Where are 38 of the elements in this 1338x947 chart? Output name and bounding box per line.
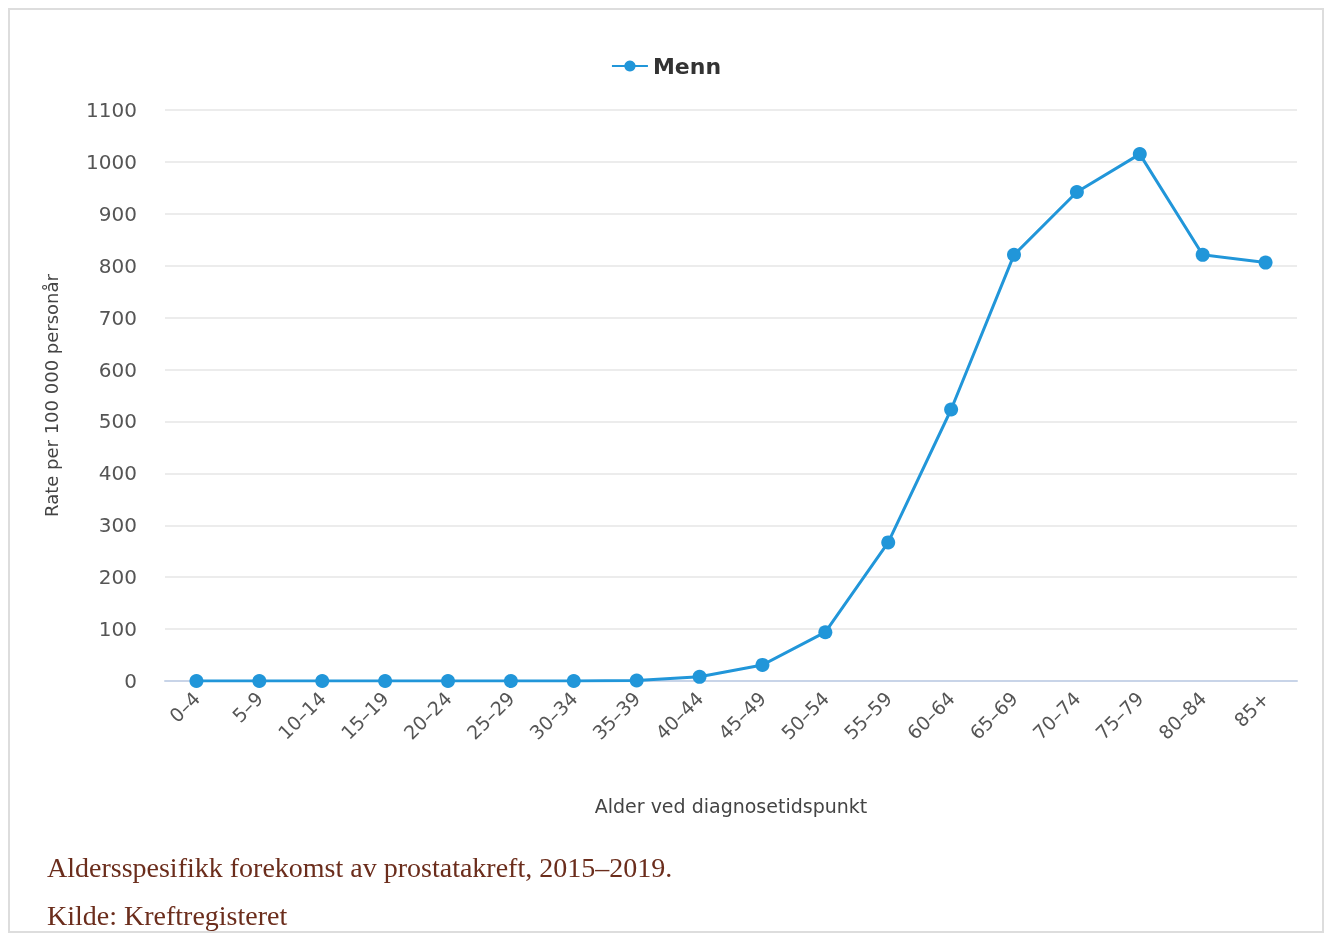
text: Kilde: Kreftregisteret [47, 899, 288, 931]
point [755, 657, 770, 672]
point [1132, 147, 1147, 162]
point [629, 673, 644, 688]
point [252, 674, 267, 688]
point [378, 674, 393, 688]
point [189, 674, 204, 688]
point [1069, 185, 1084, 200]
x-tick-label: 5–9 [227, 687, 268, 727]
point [944, 402, 959, 417]
y-tick-label: 500 [98, 409, 137, 434]
y-tick-label: 600 [98, 357, 137, 382]
y-tick-label: 100 [98, 617, 137, 642]
point [692, 669, 707, 684]
y-axis-title: Rate per 100 000 personår [40, 273, 62, 517]
y-tick-label: 200 [98, 565, 137, 590]
x-tick-label: 85+ [1229, 687, 1274, 732]
x-axis-title: Alder ved diagnosetidspunkt [594, 794, 868, 817]
y-tick-label: 300 [98, 513, 137, 538]
legend-label: Menn [652, 53, 722, 79]
text: Aldersspesifikk forekomst av prostatakreft, 2015–2019. [47, 851, 673, 883]
point [881, 535, 896, 550]
y-tick-label: 1000 [86, 149, 137, 174]
y-tick-label: 900 [98, 201, 137, 226]
point [818, 625, 833, 640]
point [1007, 247, 1021, 262]
y-tick-label: 700 [98, 305, 137, 330]
point [1195, 247, 1210, 262]
point [441, 674, 455, 688]
y-tick-label: 1100 [86, 98, 137, 122]
y-tick-label: 0 [124, 669, 137, 693]
x-tick-label: 0–4 [164, 687, 205, 727]
point [566, 674, 581, 688]
point [1258, 255, 1273, 270]
point [315, 674, 330, 688]
y-tick-label: 400 [98, 461, 137, 486]
y-tick-label: 800 [98, 253, 137, 278]
point [503, 674, 518, 688]
